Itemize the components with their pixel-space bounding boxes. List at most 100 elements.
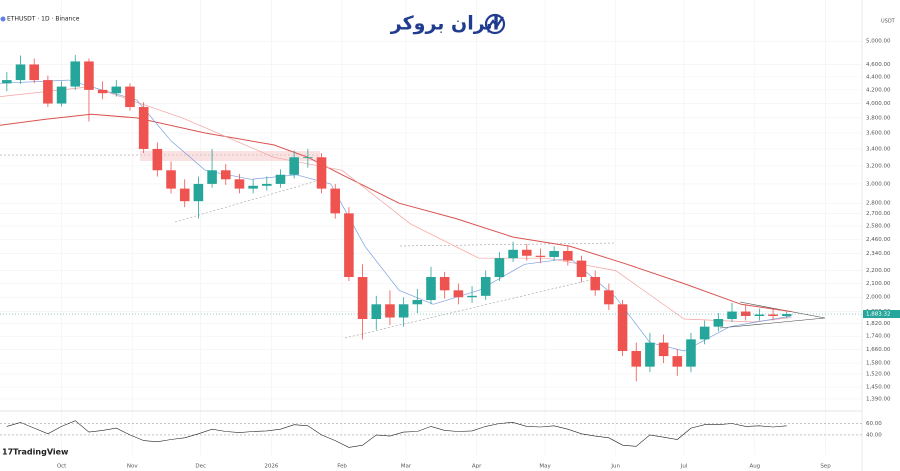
candle-body bbox=[453, 290, 464, 298]
y-tick-label: 4,600.00 bbox=[866, 62, 891, 68]
x-tick-label: Sep bbox=[820, 464, 831, 470]
candle-body bbox=[303, 157, 313, 159]
candle-body bbox=[248, 185, 258, 189]
y-tick-label: 3,600.00 bbox=[866, 130, 891, 136]
candle-body bbox=[15, 64, 26, 81]
plot bbox=[0, 54, 862, 448]
candle-body bbox=[97, 89, 108, 94]
candle-body bbox=[166, 170, 176, 189]
y-tick-label: 2,580.00 bbox=[866, 224, 891, 230]
candle-body bbox=[344, 213, 354, 278]
x-tick-label: Apr bbox=[472, 464, 482, 470]
x-tick-label: Feb bbox=[337, 464, 347, 470]
y-tick-label: 2,200.00 bbox=[866, 268, 891, 274]
triangle bbox=[719, 301, 826, 329]
x-tick-label: 2026 bbox=[264, 464, 278, 470]
y-tick-label: 3,200.00 bbox=[866, 163, 891, 169]
candle-body bbox=[125, 86, 135, 108]
candle-body bbox=[398, 304, 409, 318]
y-tick-label: 2,800.00 bbox=[866, 201, 891, 207]
x-tick-label: Jul bbox=[680, 464, 688, 470]
x-tick-label: Aug bbox=[749, 464, 760, 470]
rsi-tick-label: 40.00 bbox=[866, 432, 882, 438]
y-tick-label: 2,000.00 bbox=[866, 295, 891, 301]
candle-body bbox=[781, 314, 792, 317]
y-tick-label: 3,800.00 bbox=[866, 115, 891, 121]
rsi-line bbox=[6, 420, 787, 448]
x-tick-label: Dec bbox=[195, 464, 206, 470]
candle-body bbox=[576, 260, 587, 278]
x-tick-label: Mar bbox=[401, 464, 412, 470]
candle-body bbox=[713, 319, 724, 327]
candle-body bbox=[426, 277, 436, 301]
y-tick-label: 3,000.00 bbox=[866, 181, 891, 187]
brand-logo: 𝟭𝟳 bbox=[2, 448, 13, 457]
candle-body bbox=[754, 314, 765, 317]
candle-body bbox=[617, 304, 628, 351]
candle-body bbox=[494, 258, 505, 278]
candle-body bbox=[604, 290, 614, 305]
candle-body bbox=[480, 277, 491, 296]
x-tick-label: Oct bbox=[57, 464, 67, 470]
candle-body bbox=[152, 148, 163, 171]
y-tick-label: 4,200.00 bbox=[866, 87, 891, 93]
candle-body bbox=[316, 157, 327, 189]
candle-body bbox=[508, 249, 518, 259]
brand: TradingView bbox=[13, 448, 69, 457]
candle-body bbox=[521, 249, 532, 256]
logo-icon bbox=[487, 16, 504, 29]
candle-body bbox=[111, 86, 122, 94]
y-tick-label: 4,400.00 bbox=[866, 74, 891, 80]
rsi-tick-label: 60.00 bbox=[866, 421, 882, 427]
candle-body bbox=[590, 277, 600, 291]
last-price-label: 1,883.32 bbox=[866, 312, 891, 318]
y-tick-label: 2,460.00 bbox=[866, 237, 891, 243]
candle-body bbox=[467, 295, 477, 298]
y-tick-label: 1,660.00 bbox=[866, 347, 891, 353]
trendline bbox=[344, 279, 591, 339]
y-tick-label: 1,450.00 bbox=[866, 385, 891, 391]
candle-body bbox=[56, 86, 67, 104]
y-tick-label: 1,580.00 bbox=[866, 361, 891, 367]
y-tick-label: 3,400.00 bbox=[866, 146, 891, 152]
y-tick-label: 1,820.00 bbox=[866, 321, 891, 327]
trendline bbox=[174, 179, 321, 223]
candle-body bbox=[727, 311, 737, 320]
x-tick-label: Nov bbox=[127, 464, 138, 470]
candle-body bbox=[357, 277, 368, 320]
candle-body bbox=[768, 314, 778, 317]
candle-body bbox=[262, 183, 272, 186]
candle-body bbox=[193, 183, 204, 202]
x-tick-label: May bbox=[539, 464, 551, 470]
candle-body bbox=[535, 255, 546, 257]
y-tick-label: 1,520.00 bbox=[866, 371, 891, 377]
candle-body bbox=[330, 188, 341, 214]
candle-body bbox=[70, 61, 81, 87]
last-price-tag bbox=[863, 310, 900, 319]
candle-body bbox=[439, 277, 450, 291]
candle-body bbox=[658, 342, 669, 357]
candle-body bbox=[84, 61, 94, 90]
candle-body bbox=[412, 300, 423, 305]
candle-body bbox=[207, 170, 217, 184]
watermark-text: ایران بروکر bbox=[390, 13, 499, 35]
candle-body bbox=[43, 80, 53, 104]
watermark: ایران بروکر bbox=[390, 13, 506, 35]
candle-body bbox=[29, 64, 39, 81]
chart-title: ETHUSDT · 1D · Binance bbox=[7, 16, 80, 23]
y-tick-label: 4,000.00 bbox=[866, 101, 891, 107]
symbol-icon bbox=[0, 16, 6, 22]
candle-body bbox=[631, 350, 642, 367]
candle-body bbox=[234, 179, 245, 189]
candle-body bbox=[672, 356, 683, 367]
y-tick-label: 2,100.00 bbox=[866, 281, 891, 287]
candle-body bbox=[138, 107, 149, 149]
y-tick-label: 2,340.00 bbox=[866, 251, 891, 257]
candle-body bbox=[289, 157, 299, 175]
candle-body bbox=[371, 304, 382, 320]
candle-body bbox=[385, 304, 395, 318]
candle-body bbox=[686, 339, 696, 367]
candle-body bbox=[179, 188, 190, 202]
